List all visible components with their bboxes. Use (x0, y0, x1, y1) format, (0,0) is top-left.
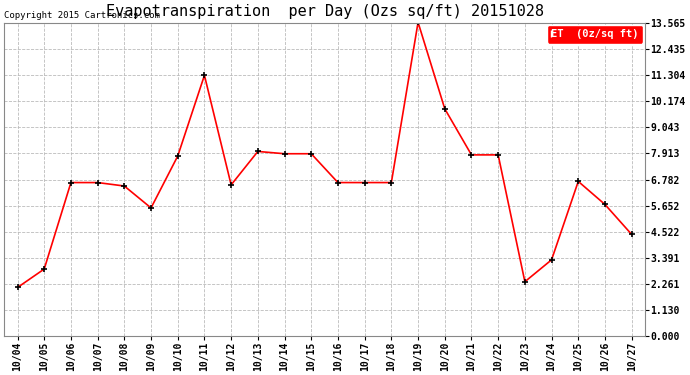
Legend: ET  (0z/sq ft): ET (0z/sq ft) (547, 25, 643, 44)
Title: Evapotranspiration  per Day (Ozs sq/ft) 20151028: Evapotranspiration per Day (Ozs sq/ft) 2… (106, 4, 544, 19)
Text: Copyright 2015 Cartronics.com: Copyright 2015 Cartronics.com (4, 11, 160, 20)
